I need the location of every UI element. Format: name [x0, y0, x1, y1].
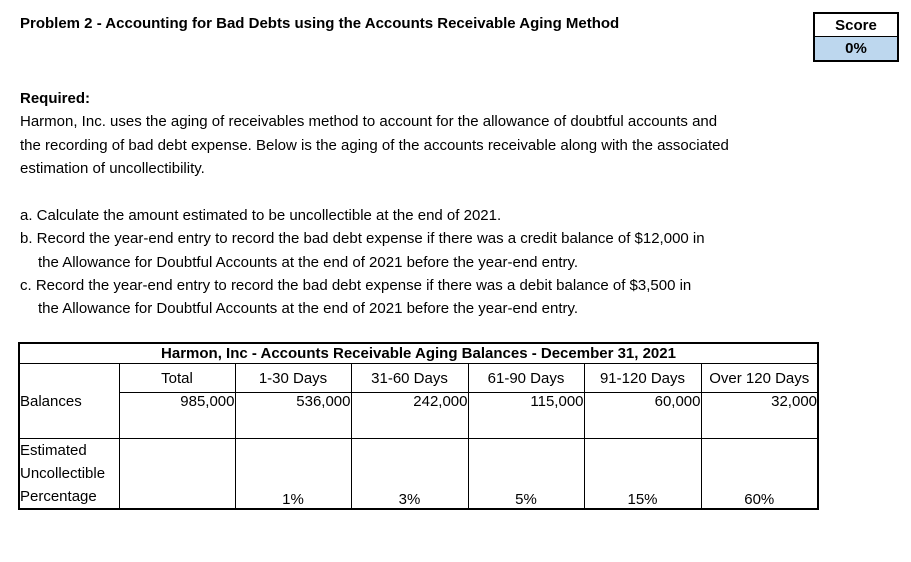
- cell-balances-1-30-days[interactable]: 536,000: [234, 392, 352, 439]
- task-c-line-2: the Allowance for Doubtful Accounts at t…: [38, 300, 579, 318]
- cell-balances-over-120-days[interactable]: 32,000: [700, 392, 819, 439]
- aging-table: Harmon, Inc - Accounts Receivable Aging …: [18, 342, 820, 510]
- task-b-line-1: b. Record the year-end entry to record t…: [20, 230, 705, 248]
- column-header-over-120-days: Over 120 Days: [700, 363, 819, 393]
- cell-balances-61-90-days[interactable]: 115,000: [467, 392, 585, 439]
- required-text-line-2: the recording of bad debt expense. Below…: [20, 136, 729, 154]
- task-b-line-2: the Allowance for Doubtful Accounts at t…: [38, 253, 579, 271]
- row-label-balances: Balances: [18, 363, 120, 439]
- column-header-31-60-days: 31-60 Days: [350, 363, 469, 393]
- column-header-61-90-days: 61-90 Days: [467, 363, 585, 393]
- task-list: a. Calculate the amount estimated to be …: [20, 204, 705, 320]
- task-c-line-1: c. Record the year-end entry to record t…: [20, 276, 692, 294]
- balances-row: 985,000 536,000 242,000 115,000 60,000 3…: [19, 392, 819, 439]
- cell-percentage-over-120-days[interactable]: 60%: [700, 438, 819, 510]
- required-section: Required: Harmon, Inc. uses the aging of…: [20, 87, 729, 181]
- table-header-row: Balances Total 1-30 Days 31-60 Days 61-9…: [18, 363, 819, 439]
- cell-percentage-1-30-days[interactable]: 1%: [234, 438, 352, 510]
- cell-percentage-31-60-days[interactable]: 3%: [350, 438, 469, 510]
- score-label: Score: [815, 14, 897, 37]
- table-title: Harmon, Inc - Accounts Receivable Aging …: [18, 342, 819, 364]
- cell-balances-91-120-days[interactable]: 60,000: [583, 392, 702, 439]
- cell-balances-31-60-days[interactable]: 242,000: [350, 392, 469, 439]
- column-header-total: Total: [118, 363, 236, 393]
- column-header-91-120-days: 91-120 Days: [583, 363, 702, 393]
- page-title: Problem 2 - Accounting for Bad Debts usi…: [20, 15, 620, 32]
- task-a: a. Calculate the amount estimated to be …: [20, 207, 502, 224]
- row-label-estimated-uncollectible-percentage: Estimated Uncollectible Percentage: [18, 438, 120, 510]
- estimated-uncollectible-percentage-row: Estimated Uncollectible Percentage 1% 3%…: [18, 438, 819, 510]
- cell-percentage-total[interactable]: [118, 438, 236, 510]
- cell-percentage-61-90-days[interactable]: 5%: [467, 438, 585, 510]
- score-value: 0%: [815, 37, 897, 60]
- cell-balances-total[interactable]: 985,000: [118, 392, 236, 439]
- table-title-row: Harmon, Inc - Accounts Receivable Aging …: [18, 342, 819, 364]
- required-heading: Required:: [20, 90, 91, 107]
- column-header-1-30-days: 1-30 Days: [234, 363, 352, 393]
- cell-percentage-91-120-days[interactable]: 15%: [583, 438, 702, 510]
- score-box: Score 0%: [813, 12, 899, 62]
- required-text-line-3: estimation of uncollectibility.: [20, 160, 205, 178]
- required-text-line-1: Harmon, Inc. uses the aging of receivabl…: [20, 113, 718, 131]
